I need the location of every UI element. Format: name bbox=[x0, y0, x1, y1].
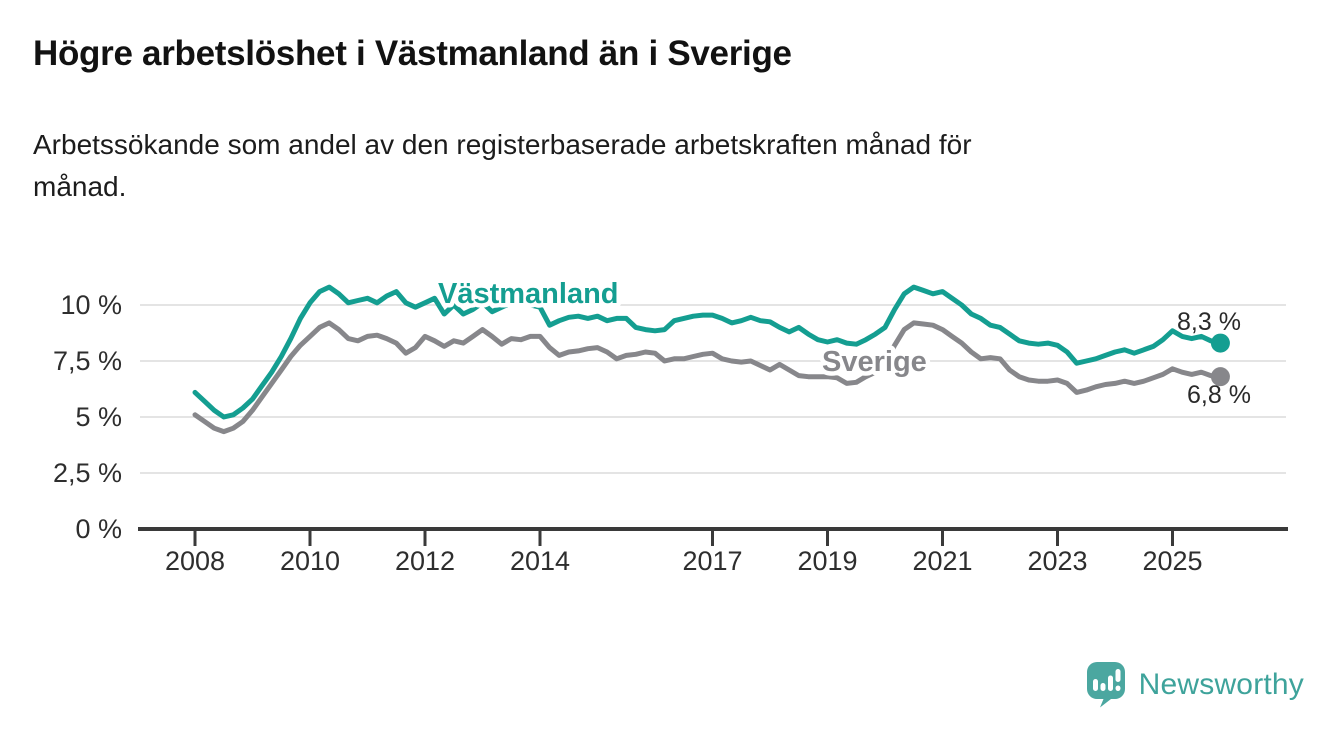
x-tick-label: 2010 bbox=[280, 546, 340, 576]
newsworthy-logo-icon bbox=[1086, 662, 1125, 708]
newsworthy-logo: Newsworthy bbox=[1086, 661, 1304, 708]
y-tick-label: 10 % bbox=[60, 290, 122, 320]
x-tick-label: 2019 bbox=[797, 546, 857, 576]
x-tick-label: 2023 bbox=[1027, 546, 1087, 576]
series-line-vastmanland bbox=[192, 284, 1223, 420]
x-tick-label: 2017 bbox=[682, 546, 742, 576]
x-tick-label: 2014 bbox=[510, 546, 570, 576]
series-end-dot-vastmanland bbox=[1210, 333, 1230, 353]
series-label-sverige: Sverige bbox=[822, 346, 927, 378]
y-tick-label: 0 % bbox=[75, 514, 122, 544]
x-tick-label: 2008 bbox=[165, 546, 225, 576]
chart-title: Högre arbetslöshet i Västmanland än i Sv… bbox=[33, 34, 792, 73]
y-tick-label: 5 % bbox=[75, 402, 122, 432]
chart-subtitle-line-1: Arbetssökande som andel av den registerb… bbox=[33, 129, 972, 160]
series-end-value-sverige: 6,8 % bbox=[1187, 381, 1251, 409]
y-tick-label: 7,5 % bbox=[53, 346, 122, 376]
chart-subtitle-line-2: månad. bbox=[33, 171, 127, 202]
y-tick-label: 2,5 % bbox=[53, 458, 122, 488]
x-tick-label: 2012 bbox=[395, 546, 455, 576]
series-label-vastmanland: Västmanland bbox=[438, 278, 619, 310]
x-tick-label: 2021 bbox=[912, 546, 972, 576]
x-tick-label: 2025 bbox=[1142, 546, 1202, 576]
series-end-dot-sverige bbox=[1210, 367, 1230, 387]
series-line-sverige bbox=[192, 320, 1223, 435]
series-end-value-vastmanland: 8,3 % bbox=[1177, 308, 1241, 336]
chart-subtitle: Arbetssökande som andel av den registerb… bbox=[33, 124, 972, 208]
newsworthy-logo-text: Newsworthy bbox=[1138, 667, 1304, 701]
